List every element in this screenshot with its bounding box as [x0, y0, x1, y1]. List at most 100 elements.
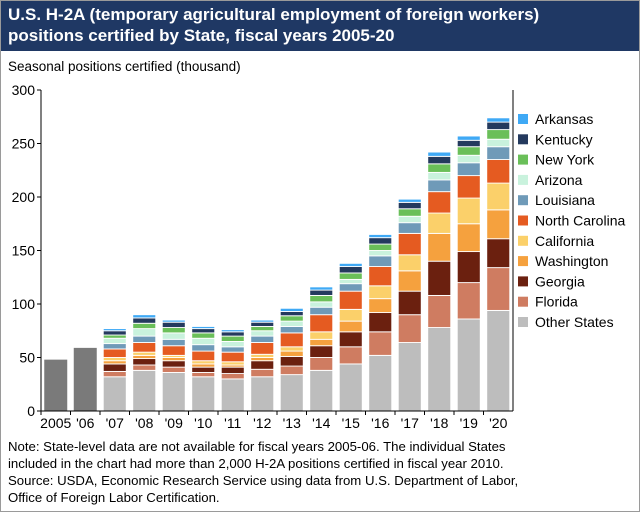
- bar-segment-florida-5: [191, 372, 216, 378]
- bar-segment-arizona-8: [279, 320, 304, 327]
- x-tick-label-9: '14: [312, 415, 330, 431]
- x-tick-label-1: '06: [76, 415, 94, 431]
- bar-segment-north-carolina-6: [220, 351, 245, 363]
- legend-label-arkansas: Arkansas: [535, 111, 593, 127]
- bar-segment-washington-3: [132, 354, 157, 360]
- bar-segment-arkansas-12: [397, 198, 422, 203]
- bar-segment-washington-15: [486, 209, 511, 240]
- bar-segment-california-8: [279, 346, 304, 352]
- bar-segment-north-carolina-7: [250, 342, 275, 355]
- bar-segment-arkansas-10: [338, 262, 363, 267]
- bar-segment-arizona-5: [191, 337, 216, 346]
- legend-label-georgia: Georgia: [535, 273, 585, 289]
- bar-segment-georgia-12: [397, 290, 422, 316]
- bar-segment-new-york-14: [456, 146, 481, 156]
- x-tick-label-7: '12: [253, 415, 271, 431]
- bar-segment-california-5: [191, 360, 216, 365]
- bar-segment-washington-9: [309, 338, 334, 347]
- legend-label-other-states: Other States: [535, 314, 614, 330]
- bar-segment-north-carolina-15: [486, 159, 511, 184]
- bar-segment-arizona-14: [456, 154, 481, 164]
- bar-segment-arkansas-4: [161, 319, 186, 323]
- chart-note: Note: State-level data are not available…: [8, 438, 633, 506]
- bar-segment-georgia-10: [338, 331, 363, 348]
- note-line-1: Note: State-level data are not available…: [8, 439, 506, 454]
- bar-segment-arizona-4: [161, 332, 186, 340]
- bar-segment-kentucky-9: [309, 289, 334, 296]
- x-tick-label-5: '10: [194, 415, 212, 431]
- bar-segment-new-york-15: [486, 129, 511, 140]
- bar-segment-arizona-13: [427, 171, 452, 181]
- bar-segment-arkansas-9: [309, 286, 334, 291]
- bar-segment-louisiana-14: [456, 162, 481, 177]
- x-tick-label-8: '13: [283, 415, 301, 431]
- bar-segment-new-york-10: [338, 272, 363, 280]
- x-tick-label-4: '09: [165, 415, 183, 431]
- bar-segment-other-states-13: [427, 327, 452, 412]
- bar-segment-louisiana-7: [250, 335, 275, 343]
- bar-segment-california-14: [456, 197, 481, 225]
- bar-segment-georgia-7: [250, 360, 275, 370]
- bar-segment-other-states-4: [161, 372, 186, 412]
- legend-label-louisiana: Louisiana: [535, 192, 595, 208]
- bar-segment-kentucky-6: [220, 331, 245, 337]
- bar-segment-kentucky-5: [191, 328, 216, 334]
- bar-segment-washington-12: [397, 270, 422, 292]
- note-line-4: Office of Foreign Labor Certification.: [8, 490, 220, 505]
- bar-segment-florida-11: [368, 331, 393, 356]
- bar-segment-california-10: [338, 308, 363, 322]
- bar-segment-kentucky-12: [397, 201, 422, 210]
- bar-segment-louisiana-11: [368, 255, 393, 268]
- bar-segment-washington-5: [191, 363, 216, 368]
- y-tick-label-0: 0: [27, 403, 35, 419]
- x-tick-label-12: '17: [401, 415, 419, 431]
- bar-segment-other-states-10: [338, 363, 363, 412]
- bar-segment-arkansas-11: [368, 233, 393, 239]
- legend-label-arizona: Arizona: [535, 172, 583, 188]
- x-tick-label-15: '20: [489, 415, 507, 431]
- legend-swatch-arkansas: [518, 114, 528, 124]
- bar-segment-north-carolina-14: [456, 175, 481, 199]
- bar-segment-north-carolina-12: [397, 232, 422, 256]
- x-tick-label-13: '18: [430, 415, 448, 431]
- bar-segment-florida-13: [427, 294, 452, 328]
- bar-segment-other-states-14: [456, 318, 481, 412]
- y-tick-label-250: 250: [12, 136, 36, 152]
- bar-segment-arkansas-2: [102, 328, 127, 332]
- bar-segment-california-6: [220, 361, 245, 366]
- bar-segment-kentucky-15: [486, 121, 511, 131]
- bar-segment-kentucky-13: [427, 155, 452, 165]
- bar-segment-other-states-3: [132, 369, 157, 412]
- bar-segment-other-states-2: [102, 376, 127, 412]
- x-tick-label-6: '11: [224, 415, 241, 431]
- bar-segment-arizona-7: [250, 330, 275, 337]
- bar-segment-arizona-15: [486, 138, 511, 148]
- bar-segment-georgia-13: [427, 260, 452, 296]
- bar-segment-north-carolina-2: [102, 348, 127, 358]
- bar-segment-louisiana-12: [397, 222, 422, 234]
- bar-segment-california-9: [309, 331, 334, 340]
- bar-segment-georgia-5: [191, 366, 216, 373]
- x-tick-label-0: 2005: [40, 415, 71, 431]
- bar-segment-georgia-8: [279, 355, 304, 367]
- bar-segment-north-carolina-11: [368, 266, 393, 287]
- bar-segment-arizona-2: [102, 337, 127, 345]
- bar-segment-california-12: [397, 254, 422, 272]
- legend-swatch-kentucky: [518, 134, 528, 145]
- bar-segment-louisiana-6: [220, 346, 245, 353]
- bar-segment-new-york-4: [161, 327, 186, 334]
- legend-swatch-north-carolina: [518, 215, 528, 226]
- legend-swatch-louisiana: [518, 195, 528, 206]
- legend-label-florida: Florida: [535, 294, 578, 310]
- bar-segment-washington-2: [102, 360, 127, 365]
- bar-segment-other-states-15: [486, 309, 511, 412]
- bar-segment-louisiana-4: [161, 338, 186, 347]
- bar-segment-georgia-9: [309, 345, 334, 358]
- bar-segment-washington-8: [279, 350, 304, 357]
- bar-segment-new-york-12: [397, 208, 422, 217]
- x-tick-label-10: '15: [342, 415, 360, 431]
- bar-segment-kentucky-4: [161, 321, 186, 328]
- legend-swatch-other-states: [518, 317, 528, 327]
- bar-segment-florida-7: [250, 368, 275, 378]
